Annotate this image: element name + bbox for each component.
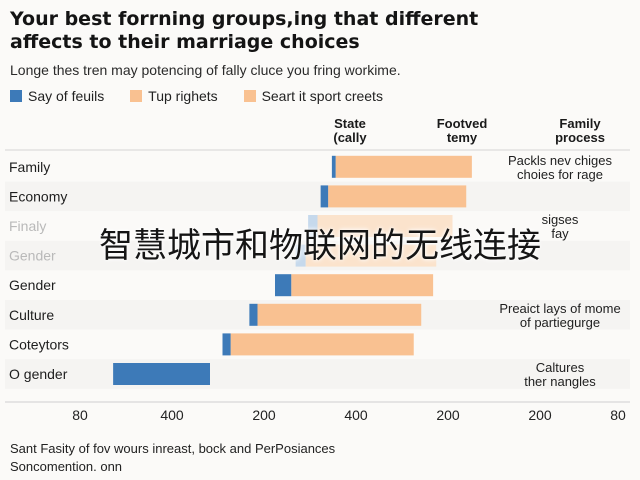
x-tick-label: 200 xyxy=(436,407,460,423)
category-label: Economy xyxy=(9,188,67,204)
legend-label-1: Say of feuils xyxy=(28,88,105,104)
x-tick-label: 80 xyxy=(72,407,88,423)
bar-annotation: of partiegurge xyxy=(520,315,600,330)
legend-item-1: Say of feuils xyxy=(10,88,104,104)
bar-annotation: ther nangles xyxy=(524,374,596,389)
column-header: State xyxy=(334,116,366,131)
bar-annotation: Caltures xyxy=(536,360,585,375)
legend-label-3: Seart it sport creets xyxy=(261,88,383,104)
legend-item-3: Seart it sport creets xyxy=(243,88,383,104)
title-line-1: Your best forrning groups,ing that diffe… xyxy=(10,8,479,30)
bar-blue xyxy=(113,363,210,385)
chart-title: Your best forrning groups,ing that diffe… xyxy=(10,8,630,54)
bar-orange xyxy=(305,244,437,267)
row-band xyxy=(5,152,630,182)
bar-orange xyxy=(230,333,414,356)
category-label: Family xyxy=(9,159,50,175)
category-label: Gender xyxy=(9,248,56,264)
overlay-caption: 智慧城市和物联网的无线连接 xyxy=(99,226,541,266)
row-band xyxy=(5,181,630,212)
bar-orange xyxy=(335,155,472,178)
bar-annotation: choies for rage xyxy=(517,167,603,182)
legend-swatch-3 xyxy=(243,90,256,102)
bar-blue xyxy=(308,215,318,237)
bar-orange xyxy=(328,185,467,208)
bar-orange xyxy=(317,215,453,237)
bar-blue xyxy=(249,303,258,326)
chart-subtitle: Longe thes tren may potencing of fally c… xyxy=(10,62,401,78)
x-tick-label: 400 xyxy=(344,407,368,423)
bar-annotation: Packls nev chiges xyxy=(508,153,613,168)
chart-legend: Say of feuils Tup righets Seart it sport… xyxy=(10,88,405,104)
source-line-2: Soncomention. onn xyxy=(10,459,123,474)
bar-blue xyxy=(331,155,336,178)
title-line-2: affects to their marriage choices xyxy=(10,31,360,53)
legend-swatch-1 xyxy=(10,90,22,102)
column-header: temy xyxy=(447,130,478,145)
x-tick-label: 400 xyxy=(160,407,184,423)
category-label: Gender xyxy=(9,277,56,293)
bar-annotation: sigses xyxy=(542,212,579,227)
bar-blue xyxy=(222,333,231,356)
column-header: Footved xyxy=(437,116,488,131)
bar-annotation: Preaict lays of mome xyxy=(499,301,620,316)
category-label: Finaly xyxy=(9,218,46,234)
row-band xyxy=(5,359,630,389)
x-tick-label: 80 xyxy=(610,407,626,423)
column-header: process xyxy=(555,130,605,145)
bar-blue xyxy=(275,274,292,297)
column-header: (cally xyxy=(333,130,367,145)
bar-orange xyxy=(291,274,434,297)
category-label: O gender xyxy=(9,366,68,382)
legend-label-2: Tup righets xyxy=(148,88,218,104)
bar-blue xyxy=(295,244,306,267)
category-label: Coteytors xyxy=(9,336,69,352)
bar-annotation: fay xyxy=(551,226,569,241)
category-label: Culture xyxy=(9,307,54,323)
source-line-1: Sant Fasity of fov wours inreast, bock a… xyxy=(10,441,336,456)
x-tick-label: 200 xyxy=(252,407,276,423)
bar-blue xyxy=(320,185,329,208)
source-note: Sant Fasity of fov wours inreast, bock a… xyxy=(10,440,335,476)
x-tick-label: 200 xyxy=(528,407,552,423)
bar-orange xyxy=(257,303,422,326)
legend-swatch-2 xyxy=(130,90,143,102)
column-header: Family xyxy=(559,116,601,131)
legend-item-2: Tup righets xyxy=(130,88,218,104)
